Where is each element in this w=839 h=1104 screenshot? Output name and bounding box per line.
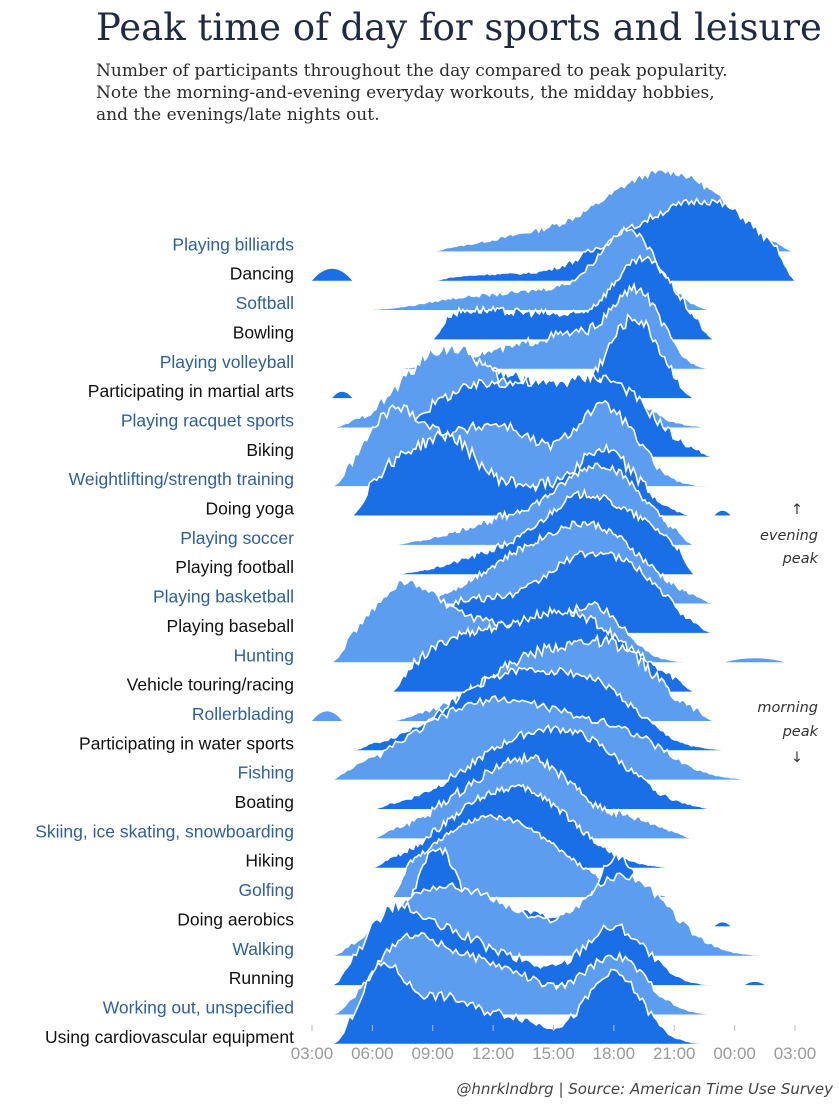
ridge-blip	[312, 268, 353, 281]
series-label: Playing soccer	[180, 528, 294, 548]
ridge-area	[432, 198, 795, 281]
morning-note-line: morning	[757, 700, 818, 716]
ridge-blip	[724, 658, 785, 663]
subtitle-line: Note the morning-and-evening everyday wo…	[96, 83, 715, 103]
ridge-blip	[744, 981, 765, 986]
series-label: Using cardiovascular equipment	[45, 1027, 294, 1047]
x-tick-label: 21:00	[653, 1044, 696, 1063]
x-tick-label: 06:00	[351, 1044, 394, 1063]
series-label: Softball	[236, 293, 294, 313]
x-tick-label: 12:00	[472, 1044, 515, 1063]
ridge-outline	[372, 751, 695, 840]
ridge-using-cardiovascular-equipment	[331, 961, 735, 1045]
source-credit: @hnrklndbrg | Source: American Time Use …	[456, 1080, 833, 1098]
ridge-outline	[392, 487, 695, 575]
ridge-outline	[432, 254, 715, 341]
ridge-outline	[372, 724, 715, 810]
series-label: Biking	[246, 440, 294, 460]
ridge-outline	[331, 896, 755, 986]
ridge-outline	[331, 932, 735, 1016]
chart-subtitle: Number of participants throughout the da…	[96, 60, 826, 126]
series-label: Boating	[235, 792, 294, 812]
ridge-blip	[312, 711, 343, 721]
ridge-outline	[412, 520, 715, 605]
series-label: Doing aerobics	[177, 909, 294, 929]
series-label: Hunting	[234, 645, 294, 665]
series-label: Participating in martial arts	[88, 381, 294, 401]
ridge-outline	[331, 399, 735, 487]
ridge-area	[392, 815, 675, 898]
down-arrow-icon: ↓	[791, 750, 803, 766]
series-label: Playing racquet sports	[121, 410, 294, 430]
ridge-outline	[392, 462, 695, 546]
x-tick-label: 00:00	[713, 1044, 756, 1063]
evening-note-line: peak	[782, 551, 819, 567]
series-label: Hiking	[245, 851, 294, 871]
series-labels: Playing billiards Dancing Softball Bowling P…	[35, 234, 294, 1046]
series-label: Playing football	[175, 557, 294, 577]
series-label: Dancing	[230, 264, 294, 284]
x-tick-label: 03:00	[291, 1044, 334, 1063]
x-tick-label: 09:00	[411, 1044, 454, 1063]
ridge-blip	[714, 922, 731, 927]
ridge-area	[332, 962, 735, 1044]
series-label: Playing volleyball	[160, 352, 294, 372]
subtitle-line: and the evenings/late nights out.	[96, 105, 380, 125]
series-label: Doing yoga	[205, 499, 294, 519]
ridge-outline	[331, 872, 775, 957]
series-label: Playing basketball	[153, 587, 294, 607]
series-label: Playing baseball	[167, 616, 294, 636]
subtitle-line: Number of participants throughout the da…	[96, 61, 728, 81]
series-label: Bowling	[233, 322, 294, 342]
x-tick-label: 03:00	[774, 1044, 817, 1063]
up-arrow-icon: ↑	[791, 502, 803, 518]
series-label: Working out, unspecified	[103, 997, 294, 1017]
ridge-layers	[312, 168, 796, 1045]
ridge-outline	[352, 666, 735, 752]
x-tick-label: 18:00	[593, 1044, 636, 1063]
morning-peak-note: morning peak ↓	[757, 700, 818, 766]
x-tick-label: 15:00	[532, 1044, 575, 1063]
ridge-outline	[351, 429, 695, 517]
ridge-outline	[391, 605, 695, 693]
evening-note-line: evening	[760, 528, 818, 544]
ridge-blip	[332, 391, 353, 399]
series-label: Fishing	[238, 763, 294, 783]
ridge-blip	[714, 510, 731, 516]
ridge-outline	[331, 961, 735, 1045]
series-label: Walking	[232, 939, 294, 959]
series-label: Golfing	[239, 880, 294, 900]
series-label: Weightlifting/strength training	[69, 469, 294, 489]
series-label: Rollerblading	[192, 704, 294, 724]
evening-peak-note: ↑ evening peak	[760, 502, 819, 567]
chart-title: Peak time of day for sports and leisure	[96, 6, 822, 49]
series-label: Running	[229, 968, 294, 988]
ridge-outline	[392, 633, 715, 722]
series-label: Playing billiards	[172, 234, 294, 254]
ridge-outline	[331, 695, 755, 781]
series-label: Skiing, ice skating, snowboarding	[35, 821, 294, 841]
ridge-outline	[352, 225, 715, 311]
x-axis-ticks: 03:00 06:00 09:00 12:00 15:00 18:00 21:00 00:00…	[291, 1025, 817, 1063]
series-label: Vehicle touring/racing	[127, 675, 294, 695]
series-label: Participating in water sports	[79, 733, 294, 753]
morning-note-line: peak	[782, 724, 819, 740]
